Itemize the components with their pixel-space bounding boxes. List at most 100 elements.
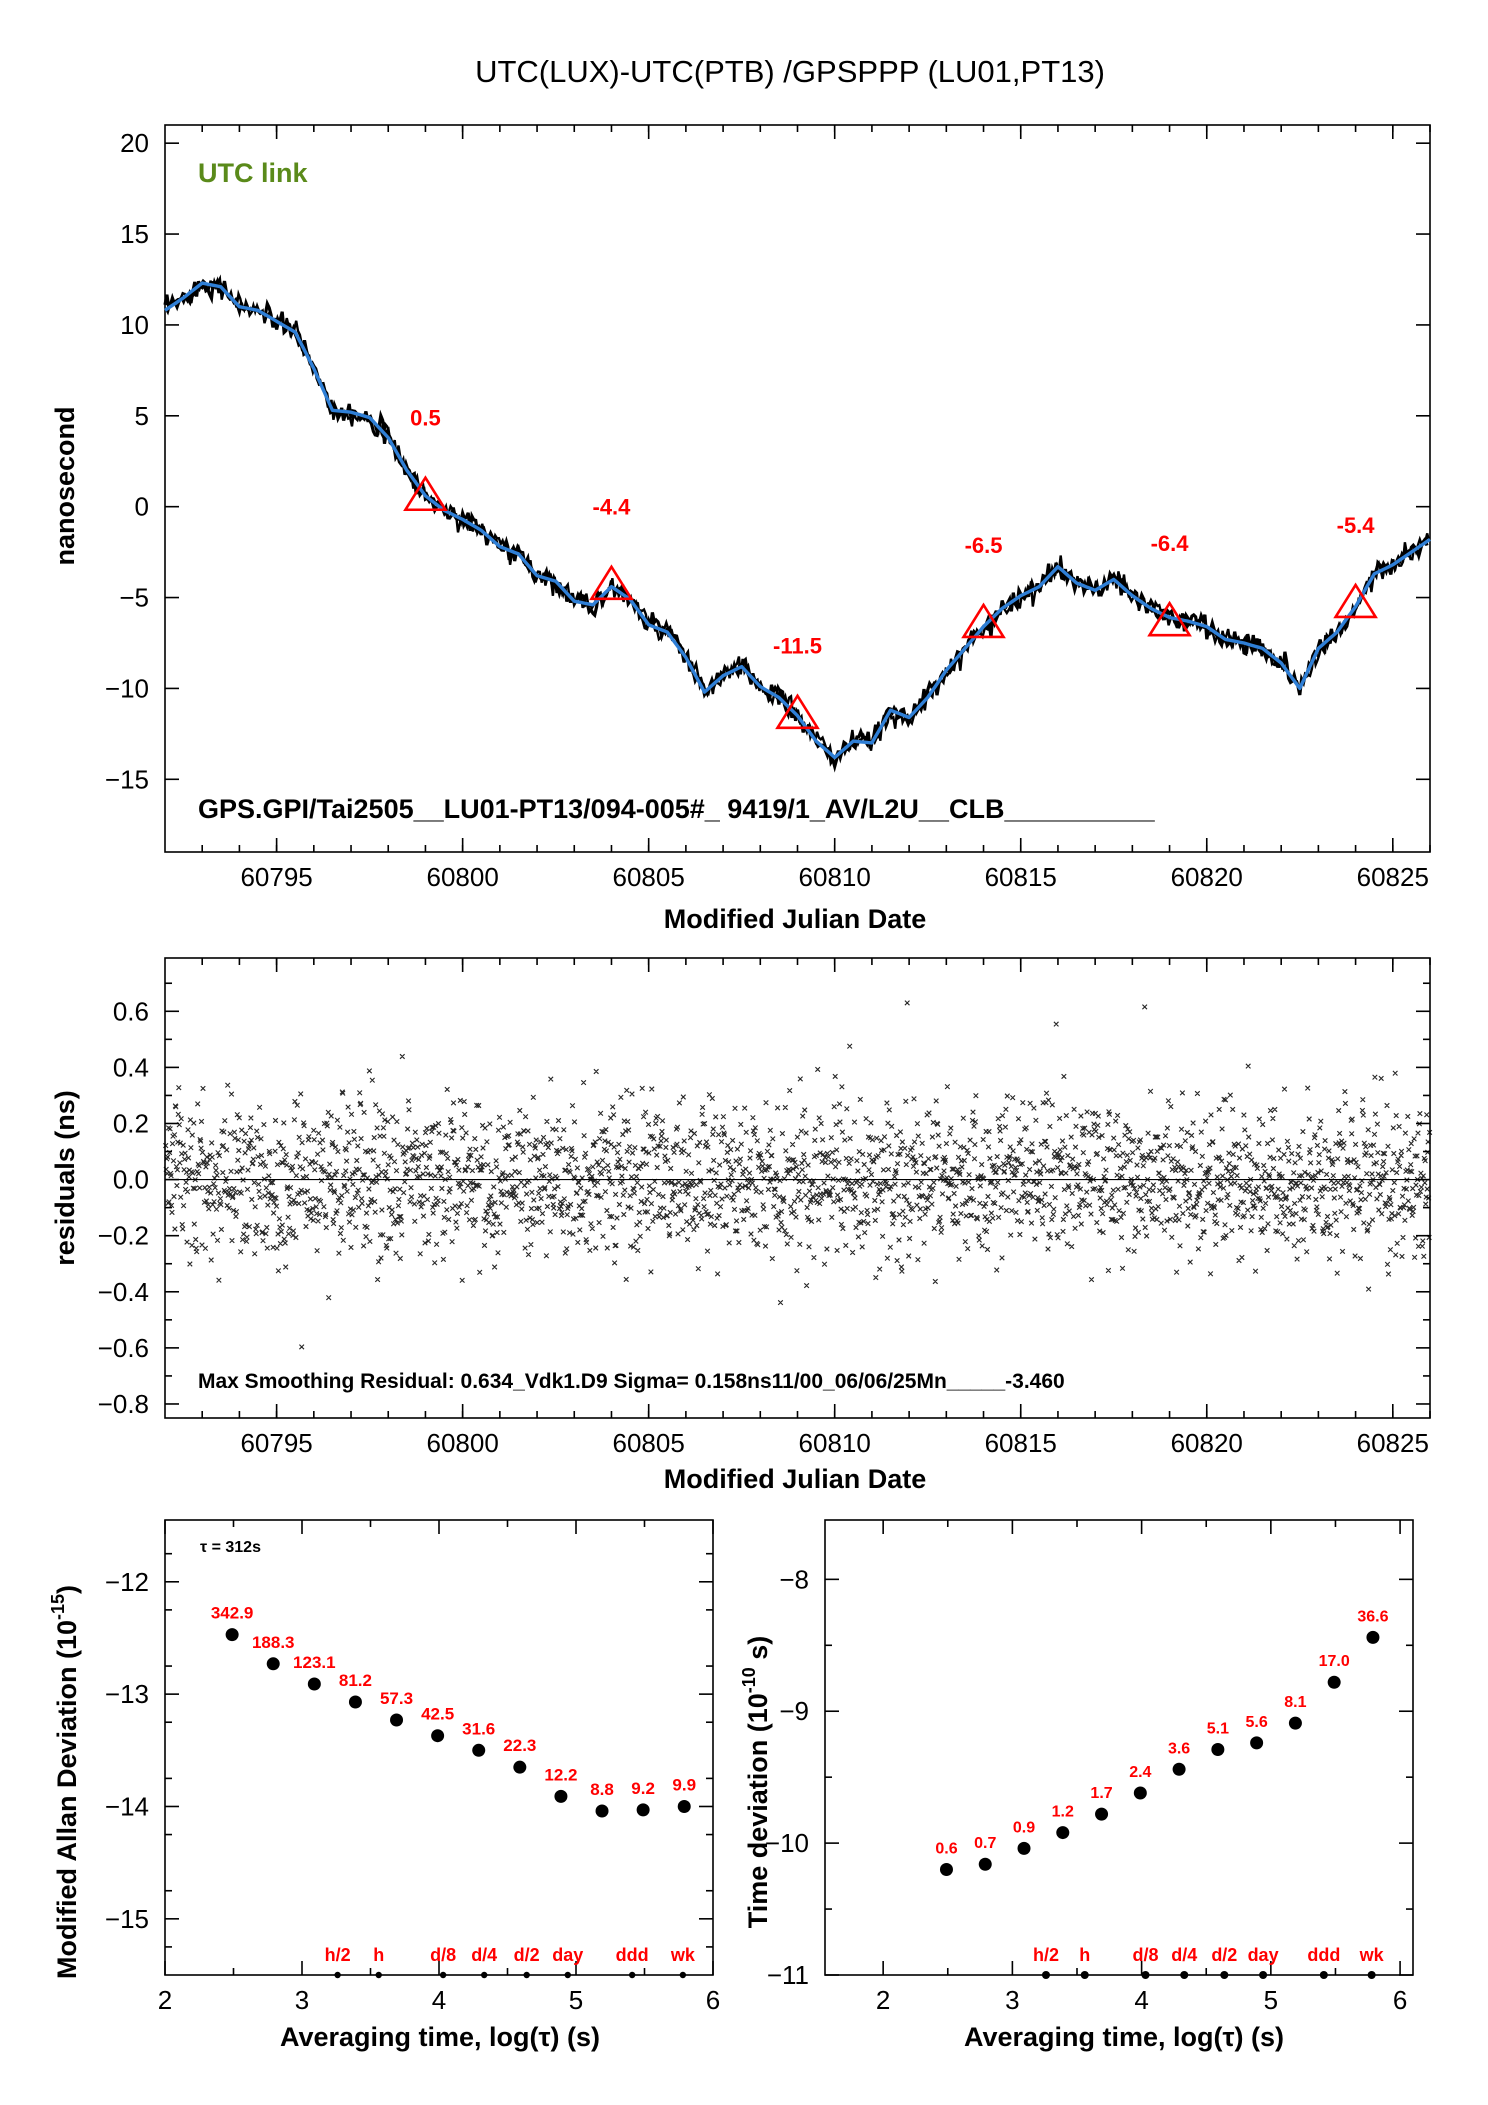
tdev-x-label: Averaging time, log(τ) (s) [964, 2022, 1284, 2052]
allan-x-tick-label: 3 [295, 1985, 309, 2015]
allan-x-tick-label: 6 [706, 1985, 720, 2015]
tdev-point [1133, 1786, 1147, 1800]
time-series-marker-triangle [403, 475, 448, 512]
allan-point [472, 1743, 486, 1757]
time-series-y-tick-label: −5 [119, 583, 149, 613]
tdev-x-tick-label: 3 [1005, 1985, 1019, 2015]
allan-point [554, 1789, 568, 1803]
allan-point [225, 1628, 239, 1642]
tdev-point [1172, 1762, 1186, 1776]
allan-period-label: d/2 [514, 1945, 540, 1965]
tdev-x-tick-label: 6 [1393, 1985, 1407, 2015]
allan-point-label: 57.3 [380, 1689, 413, 1708]
tdev-y-tick-label: −11 [767, 1960, 809, 1990]
tdev-period-dot [1180, 1971, 1189, 1979]
tdev-period-label: d/2 [1211, 1945, 1237, 1965]
allan-y-label: Modified Allan Deviation (10-15) [48, 1585, 82, 1979]
allan-y-tick-label: −13 [105, 1679, 149, 1709]
tdev-point-label: 0.6 [935, 1840, 957, 1857]
allan-x-tick-label: 4 [432, 1985, 446, 2015]
allan-point-label: 8.8 [590, 1780, 614, 1799]
time-series-marker-label: -6.5 [965, 533, 1003, 558]
time-series-marker-triangle [775, 693, 820, 730]
residuals-y-tick-label: −0.6 [98, 1333, 149, 1363]
allan-point-label: 22.3 [503, 1736, 536, 1755]
tdev-period-dot [1259, 1971, 1268, 1979]
time-series-y-tick-label: 20 [120, 128, 149, 158]
tdev-period-label: h [1079, 1945, 1090, 1965]
allan-x-label: Averaging time, log(τ) (s) [280, 2022, 600, 2052]
tdev-period-label: wk [1359, 1945, 1385, 1965]
tdev-period-label: h/2 [1033, 1945, 1059, 1965]
allan-y-label-end: ) [52, 1585, 82, 1594]
tdev-point [1327, 1675, 1341, 1689]
tdev-point-label: 17.0 [1319, 1653, 1350, 1670]
allan-period-dot [628, 1971, 636, 1979]
allan-point-label: 342.9 [211, 1604, 254, 1623]
tdev-point [1056, 1826, 1070, 1840]
tdev-y-label-end: s) [743, 1636, 773, 1668]
time-series-x-tick-label: 60795 [240, 862, 312, 892]
time-series-noise-band [163, 276, 1429, 773]
tdev-y-label-main: Time deviation (10 [743, 1693, 773, 1928]
tdev-point [939, 1862, 953, 1876]
tdev-period-dot [1041, 1971, 1050, 1979]
time-deviation-panel: 2 3 4 5 6 −8 −9 −10 −11 0.6 0.7 0.9 1.2 1.7 2.4 3.6 5.1 5… [765, 1519, 1414, 2015]
allan-period-dot [564, 1971, 571, 1979]
tdev-period-label: d/4 [1171, 1945, 1197, 1965]
tdev-point-label: 0.9 [1013, 1819, 1035, 1836]
time-series-x-label: Modified Julian Date [664, 904, 927, 934]
allan-point-label: 12.2 [544, 1765, 577, 1784]
residuals-x-tick-label: 60810 [799, 1428, 871, 1458]
residuals-y-tick-label: −0.8 [98, 1389, 149, 1419]
time-series-marker-triangle [589, 564, 634, 601]
tdev-x-tick-label: 4 [1134, 1985, 1148, 2015]
time-series-y-tick-label: −10 [105, 673, 149, 703]
allan-y-label-main: Modified Allan Deviation (10 [52, 1620, 82, 1979]
tdev-period-label: day [1248, 1945, 1279, 1965]
residuals-x-tick-label: 60820 [1171, 1428, 1243, 1458]
tdev-x-tick-label: 2 [876, 1985, 890, 2015]
time-series-x-tick-label: 60800 [426, 862, 498, 892]
residuals-frame [164, 957, 1431, 1419]
allan-period-dot [375, 1971, 382, 1979]
tdev-period-label: d/8 [1132, 1945, 1158, 1965]
allan-point [513, 1760, 527, 1774]
residuals-y-tick-label: −0.4 [98, 1277, 149, 1307]
allan-point-label: 81.2 [339, 1671, 372, 1690]
allan-point [390, 1713, 404, 1727]
tdev-point-label: 3.6 [1168, 1740, 1190, 1757]
allan-period-label: ddd [616, 1945, 649, 1965]
tdev-point-label: 8.1 [1284, 1694, 1306, 1711]
allan-y-tick-label: −12 [105, 1567, 149, 1597]
time-series-marker-label: -11.5 [773, 634, 822, 659]
tdev-y-tick-label: −10 [765, 1828, 809, 1858]
time-series-y-tick-label: 5 [135, 401, 149, 431]
time-series-marker-label: -5.4 [1337, 513, 1376, 538]
tdev-period-dot [1367, 1971, 1376, 1979]
allan-period-dot [679, 1971, 687, 1979]
allan-point-label: 123.1 [293, 1653, 336, 1672]
allan-y-label-exp: -15 [48, 1594, 68, 1620]
time-series-y-tick-label: 0 [135, 492, 149, 522]
tdev-point-label: 5.6 [1246, 1714, 1268, 1731]
tdev-period-label: ddd [1307, 1945, 1340, 1965]
time-series-marker-label: 0.5 [410, 406, 441, 431]
residuals-y-tick-label: 0.6 [113, 996, 149, 1026]
allan-point-label: 9.2 [631, 1779, 655, 1798]
tdev-point [1211, 1742, 1225, 1756]
time-series-footer: GPS.GPI/Tai2505__LU01-PT13/094-005#_ 941… [198, 794, 1156, 824]
tdev-point [1288, 1716, 1302, 1730]
residuals-x-tick-label: 60815 [985, 1428, 1057, 1458]
allan-tau-note: τ = 312s [200, 1539, 261, 1556]
tdev-period-dot [1319, 1971, 1328, 1979]
allan-point [677, 1799, 691, 1813]
residuals-x-tick-label: 60825 [1357, 1428, 1429, 1458]
time-series-marker-triangle [1147, 600, 1192, 637]
tdev-y-label: Time deviation (10-10 s) [739, 1636, 773, 1929]
time-series-noise-band-2 [164, 274, 1431, 759]
tdev-period-dot [1141, 1971, 1150, 1979]
time-series-x-tick-label: 60825 [1357, 862, 1429, 892]
